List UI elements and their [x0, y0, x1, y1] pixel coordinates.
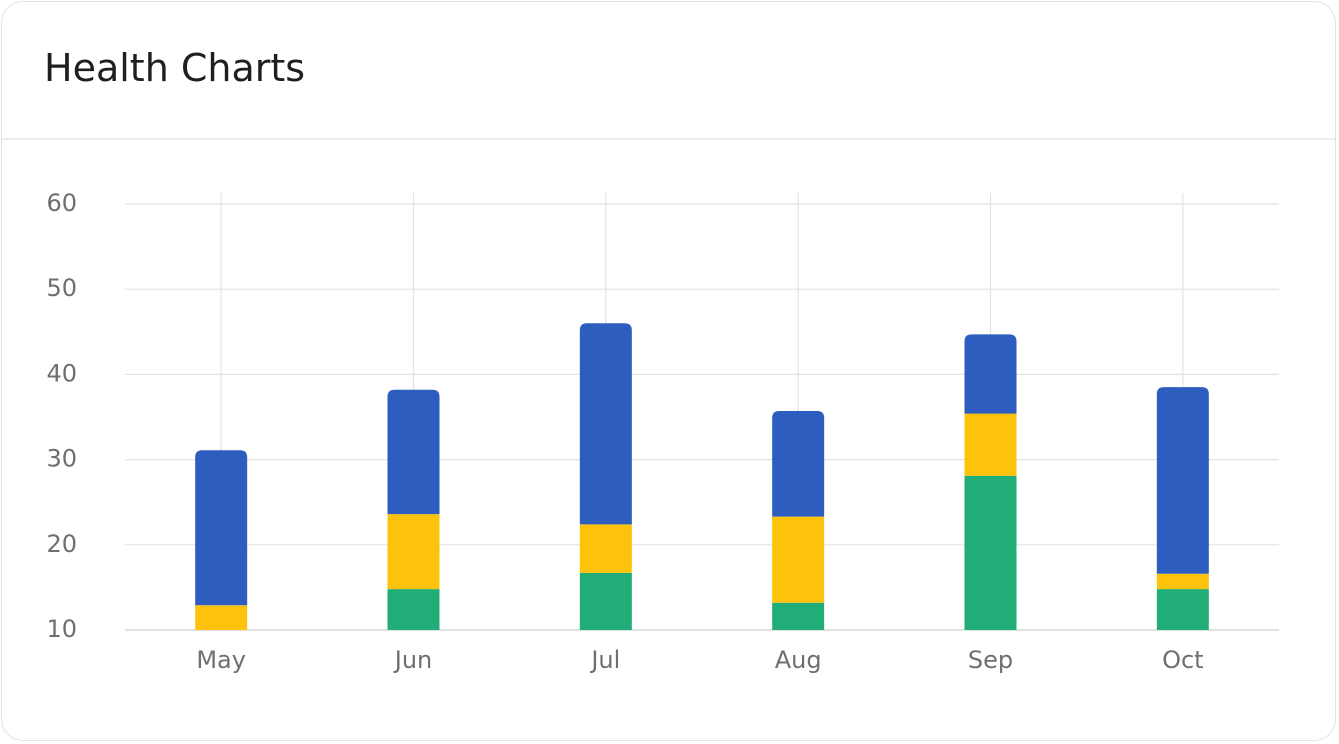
chart-title: Health Charts: [44, 46, 306, 90]
x-tick-label: Aug: [775, 646, 822, 674]
bar-segment: [964, 413, 1017, 476]
y-tick-label: 10: [46, 615, 77, 643]
bar-segment: [1156, 573, 1209, 590]
x-tick-label: Jul: [589, 646, 620, 674]
bar-segment: [387, 389, 440, 515]
bar-segment: [772, 411, 825, 517]
bar-segment: [579, 323, 632, 525]
y-tick-label: 30: [46, 445, 77, 473]
bar-segment: [195, 450, 248, 606]
bar-segment: [772, 602, 825, 630]
bar-segment: [1156, 387, 1209, 574]
y-tick-label: 20: [46, 530, 77, 558]
x-tick-label: Sep: [968, 646, 1013, 674]
bar-segment: [387, 589, 440, 630]
bar-segment: [579, 524, 632, 573]
bar-segment: [1156, 589, 1209, 630]
x-tick-label: Jun: [393, 646, 433, 674]
bar-segment: [195, 605, 248, 630]
bar-segment: [772, 516, 825, 603]
card-header: Health Charts: [2, 2, 1335, 140]
y-tick-label: 40: [46, 359, 77, 387]
bar-segment: [579, 572, 632, 630]
x-tick-label: May: [196, 646, 246, 674]
bar-segment: [387, 514, 440, 590]
y-tick-label: 50: [46, 274, 77, 302]
bar-segment: [964, 334, 1017, 414]
x-tick-label: Oct: [1162, 646, 1204, 674]
bar-segment: [964, 475, 1017, 630]
y-tick-label: 60: [46, 189, 77, 217]
